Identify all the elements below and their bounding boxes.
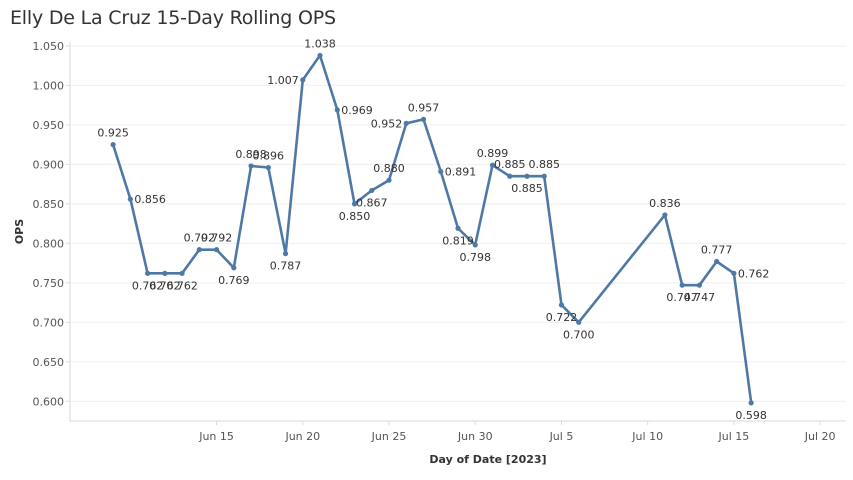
data-label: 0.722 — [546, 311, 578, 324]
data-point — [231, 265, 237, 271]
chart-title: Elly De La Cruz 15-Day Rolling OPS — [10, 7, 336, 29]
data-point — [145, 270, 151, 276]
y-tick-label: 0.850 — [33, 198, 65, 211]
data-point — [472, 242, 478, 248]
data-point — [162, 270, 168, 276]
data-point — [541, 173, 547, 179]
data-point — [213, 247, 220, 253]
data-point — [403, 120, 409, 126]
data-point — [317, 52, 323, 59]
data-point — [196, 247, 202, 253]
data-point — [576, 319, 582, 325]
data-label: 0.867 — [356, 196, 388, 209]
data-point — [524, 173, 530, 179]
data-point — [679, 282, 685, 288]
x-tick-label: Jul 10 — [631, 430, 663, 443]
data-point — [731, 270, 737, 276]
data-label: 0.969 — [341, 104, 373, 117]
data-point — [558, 302, 565, 308]
data-label: 0.957 — [408, 101, 440, 114]
data-point — [662, 212, 668, 218]
data-point — [369, 187, 375, 194]
x-tick-label: Jun 15 — [198, 430, 234, 443]
data-point — [696, 282, 703, 288]
data-point — [334, 107, 340, 113]
data-label: 1.038 — [304, 37, 336, 50]
data-label: 0.747 — [666, 291, 698, 304]
data-label: 1.007 — [267, 74, 299, 87]
data-label: 0.899 — [477, 147, 509, 160]
series-line — [111, 54, 753, 405]
y-tick-label: 0.900 — [33, 158, 65, 171]
data-label: 0.792 — [201, 232, 233, 245]
y-tick-label: 0.800 — [33, 237, 65, 250]
data-label: 0.747 — [684, 291, 716, 304]
data-point — [714, 258, 720, 265]
data-label: 0.925 — [97, 127, 129, 140]
data-point — [489, 162, 496, 168]
data-label: 0.836 — [649, 197, 681, 210]
data-point — [507, 173, 513, 179]
data-label: 0.762 — [149, 279, 181, 292]
data-point — [179, 270, 185, 276]
data-label: 0.885 — [511, 182, 543, 195]
data-label: 0.777 — [701, 244, 733, 257]
y-tick-label: 0.750 — [33, 277, 65, 290]
x-tick-label: Jul 20 — [804, 430, 836, 443]
data-point — [438, 168, 444, 175]
data-label: 0.762 — [166, 279, 198, 292]
data-label: 0.850 — [339, 210, 371, 223]
data-label: 0.891 — [445, 165, 477, 178]
data-label: 0.896 — [253, 150, 285, 163]
y-tick-label: 0.700 — [33, 316, 65, 329]
y-tick-label: 1.050 — [33, 40, 65, 53]
x-tick-label: Jun 25 — [371, 430, 407, 443]
gridlines — [70, 45, 846, 402]
y-tick-label: 0.950 — [33, 119, 65, 132]
data-labels: 0.9250.8560.7620.7620.7620.7920.7920.769… — [97, 37, 769, 421]
data-label: 0.700 — [563, 328, 595, 341]
data-point — [282, 251, 289, 257]
x-tick-label: Jun 30 — [457, 430, 493, 443]
y-tick-label: 0.600 — [33, 395, 65, 408]
data-label: 0.787 — [270, 260, 302, 273]
data-point — [110, 142, 116, 148]
data-point — [127, 196, 133, 202]
data-label: 0.798 — [459, 251, 491, 264]
data-label: 0.598 — [735, 409, 767, 422]
data-point — [420, 116, 427, 122]
data-point — [386, 177, 392, 183]
data-point — [248, 163, 254, 169]
x-tick-label: Jul 5 — [549, 430, 574, 443]
data-label: 0.762 — [738, 267, 770, 280]
series-ops — [110, 52, 754, 406]
y-tick-label: 1.000 — [33, 79, 65, 92]
data-label: 0.952 — [371, 117, 403, 130]
x-axis-ticks: Jun 15 Jun 20 Jun 25 Jun 30 Jul 5 Jul 10 Jul 1… — [198, 421, 836, 443]
y-tick-label: 0.650 — [33, 356, 65, 369]
data-label: 0.898 — [235, 148, 267, 161]
data-point — [455, 225, 461, 231]
y-axis-label: OPS — [13, 219, 26, 244]
x-tick-label: Jun 20 — [284, 430, 320, 443]
data-label: 0.880 — [373, 162, 405, 175]
data-label: 0.885 — [494, 158, 526, 171]
data-label: 0.792 — [184, 232, 216, 245]
data-label: 0.819 — [442, 234, 474, 247]
data-label: 0.762 — [132, 279, 164, 292]
data-label: 0.885 — [528, 158, 560, 171]
data-label: 0.856 — [134, 193, 166, 206]
data-point — [265, 164, 271, 171]
y-axis-ticks: 1.050 1.000 0.950 0.900 0.850 0.800 0.750 0.700… — [33, 40, 70, 408]
x-axis-label: Day of Date [2023] — [429, 453, 546, 466]
data-point — [351, 201, 358, 207]
data-label: 0.769 — [218, 274, 250, 287]
data-point — [300, 77, 306, 83]
data-point — [748, 400, 754, 406]
x-tick-label: Jul 15 — [718, 430, 750, 443]
axes — [69, 42, 846, 422]
